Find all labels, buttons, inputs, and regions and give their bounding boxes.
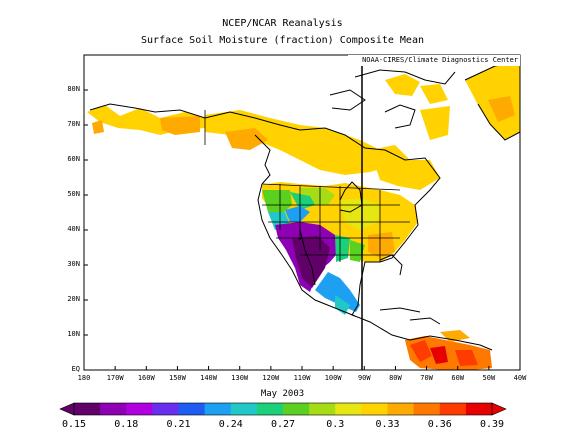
chart-title: NCEP/NCAR Reanalysis <box>222 18 343 29</box>
colorbar-label: 0.3 <box>326 419 345 430</box>
x-tick-label: 70W <box>420 374 433 382</box>
colorbar-low-arrow <box>59 402 75 416</box>
colorbar-segment <box>465 403 493 415</box>
colorbar-segment <box>100 403 127 415</box>
colorbar-label: 0.33 <box>375 419 400 430</box>
x-tick-label: 160W <box>137 374 155 382</box>
x-axis-ticks <box>83 366 521 370</box>
x-tick-label: 170W <box>106 374 124 382</box>
y-tick-label: 40N <box>67 225 80 233</box>
y-tick-label: 10N <box>67 330 80 338</box>
colorbar-segment <box>361 403 388 415</box>
colorbar-segment <box>413 403 441 415</box>
x-tick-label: 40W <box>513 374 527 382</box>
x-tick-label: 130W <box>231 374 249 382</box>
x-tick-label: 180 <box>77 374 91 382</box>
y-tick-label: 70N <box>67 120 80 128</box>
x-tick-label: 140W <box>200 374 217 382</box>
colorbar-segment <box>74 403 101 415</box>
y-tick-label: 20N <box>67 295 80 303</box>
colorbar-frame <box>73 402 493 416</box>
y-tick-label: 50N <box>67 190 80 198</box>
colorbar-segment <box>152 403 179 415</box>
colorbar-label: 0.39 <box>479 419 505 430</box>
colorbar-label: 0.18 <box>114 419 139 430</box>
chart-subtitle: Surface Soil Moisture (fraction) Composi… <box>141 35 424 46</box>
colorbar-segment <box>230 403 258 415</box>
colorbar-segment <box>387 403 415 415</box>
y-tick-label: 60N <box>67 155 80 163</box>
colorbar-segment <box>335 403 362 415</box>
colorbar-label: 0.24 <box>218 419 243 430</box>
colorbar-segment <box>126 403 153 415</box>
colorbar-label: 0.27 <box>270 419 296 430</box>
colorbar-segment <box>256 403 284 415</box>
colorbar-label: 0.36 <box>427 419 452 430</box>
time-caption: May 2003 <box>260 389 305 399</box>
colorbar-high-arrow <box>491 402 507 416</box>
x-tick-label: 80W <box>389 374 402 382</box>
colorbar <box>59 402 507 416</box>
coastlines <box>89 61 521 351</box>
soil-moisture-field <box>87 60 520 370</box>
y-tick-label: EQ <box>71 365 80 373</box>
credit-label: NOAA-CIRES/Climate Diagnostics Center <box>348 55 520 66</box>
x-tick-label: 60W <box>451 374 465 382</box>
political-boundaries <box>204 110 410 262</box>
colorbar-segment <box>204 403 232 415</box>
x-tick-label: 50W <box>482 374 496 382</box>
x-tick-label: 100W <box>324 374 342 382</box>
x-tick-label: 150W <box>168 374 186 382</box>
colorbar-segment <box>309 403 336 415</box>
colorbar-label: 0.21 <box>166 419 191 430</box>
x-tick-label: 120W <box>262 374 280 382</box>
y-tick-label: 30N <box>67 260 80 268</box>
y-tick-label: 80N <box>67 85 80 93</box>
colorbar-segment <box>283 403 310 415</box>
x-tick-label: 110W <box>293 374 311 382</box>
colorbar-segment <box>439 403 467 415</box>
x-tick-label: 90W <box>357 374 371 382</box>
colorbar-segment <box>178 403 206 415</box>
colorbar-label: 0.15 <box>61 419 87 430</box>
y-axis-ticks <box>84 89 88 371</box>
